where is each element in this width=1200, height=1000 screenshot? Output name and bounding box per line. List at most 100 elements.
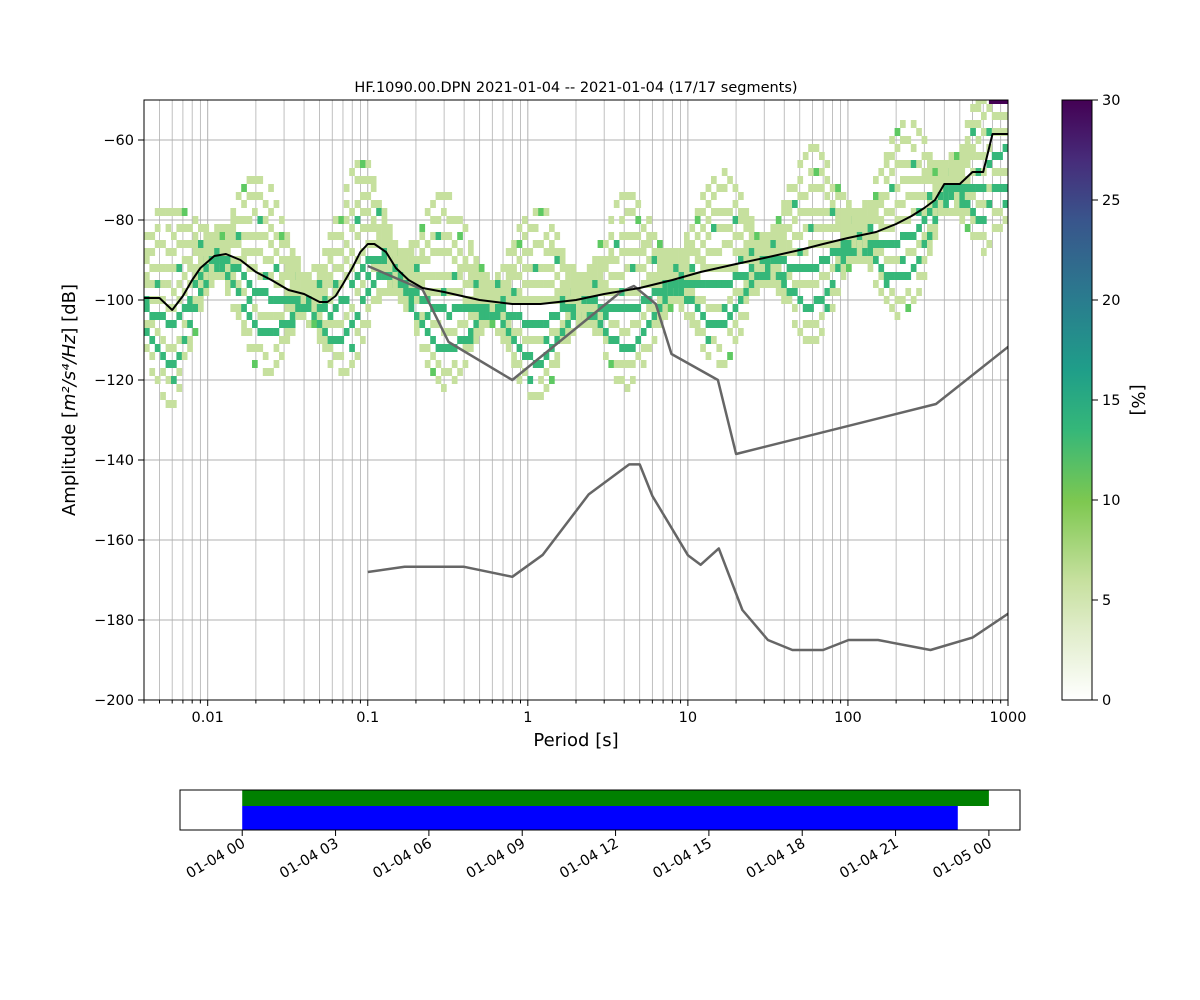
- histogram-cell: [651, 232, 658, 240]
- histogram-cell: [565, 328, 571, 336]
- histogram-cell: [268, 368, 274, 376]
- histogram-cell: [883, 240, 890, 248]
- histogram-cell: [495, 328, 501, 336]
- histogram-cell: [878, 264, 885, 272]
- histogram-cell: [894, 272, 901, 280]
- histogram-cell: [711, 208, 717, 216]
- histogram-cell: [322, 288, 328, 296]
- histogram-cell: [689, 288, 696, 296]
- histogram-cell: [640, 344, 647, 352]
- histogram-cell: [473, 304, 480, 312]
- histogram-cell: [613, 376, 620, 384]
- x-tick-label: 0.01: [192, 710, 224, 726]
- histogram-cell: [522, 264, 528, 272]
- histogram-cell: [673, 256, 679, 264]
- histogram-cell: [160, 264, 166, 272]
- histogram-cell: [252, 192, 258, 200]
- histogram-cell: [586, 280, 593, 288]
- histogram-cell: [781, 232, 787, 240]
- histogram-cell: [954, 168, 960, 176]
- histogram-cell: [770, 272, 777, 280]
- histogram-cell: [889, 304, 895, 312]
- histogram-cell: [797, 160, 804, 168]
- histogram-cell: [154, 264, 161, 272]
- histogram-cell: [959, 152, 966, 160]
- histogram-cell: [446, 368, 453, 376]
- y-axis-label: Amplitude [m²/s⁴/Hz] [dB]: [59, 284, 80, 516]
- histogram-cell: [144, 256, 150, 264]
- histogram-cell: [187, 256, 193, 264]
- histogram-cell: [381, 216, 388, 224]
- histogram-cell: [597, 288, 604, 296]
- histogram-cell: [684, 288, 690, 296]
- histogram-cell: [160, 240, 166, 248]
- histogram-cell: [203, 232, 210, 240]
- histogram-cell: [192, 296, 199, 304]
- histogram-cell: [597, 328, 604, 336]
- histogram-cell: [640, 296, 647, 304]
- histogram-cell: [279, 296, 285, 304]
- histogram-cell: [678, 288, 685, 296]
- histogram-cell: [694, 232, 701, 240]
- histogram-cell: [419, 224, 426, 232]
- histogram-cell: [873, 248, 879, 256]
- histogram-cell: [603, 240, 609, 248]
- histogram-cell: [543, 296, 550, 304]
- histogram-cell: [505, 344, 512, 352]
- histogram-cell: [662, 272, 669, 280]
- histogram-cell: [802, 248, 809, 256]
- histogram-cell: [414, 312, 420, 320]
- histogram-cell: [462, 264, 469, 272]
- histogram-cell: [883, 192, 890, 200]
- histogram-cell: [397, 288, 404, 296]
- histogram-cell: [198, 248, 204, 256]
- histogram-cell: [316, 296, 323, 304]
- histogram-cell: [246, 312, 253, 320]
- histogram-cell: [225, 280, 231, 288]
- histogram-cell: [937, 200, 944, 208]
- histogram-cell: [640, 248, 647, 256]
- histogram-cell: [851, 248, 858, 256]
- histogram-cell: [468, 264, 474, 272]
- histogram-cell: [230, 232, 237, 240]
- histogram-cell: [246, 280, 253, 288]
- histogram-cell: [230, 264, 237, 272]
- histogram-cell: [462, 344, 469, 352]
- histogram-cell: [198, 280, 204, 288]
- histogram-cell: [813, 168, 820, 176]
- histogram-cell: [797, 176, 804, 184]
- histogram-cell: [435, 344, 442, 352]
- histogram-cell: [187, 264, 193, 272]
- histogram-cell: [424, 328, 431, 336]
- histogram-cell: [846, 248, 852, 256]
- histogram-cell: [559, 264, 566, 272]
- histogram-cell: [397, 272, 404, 280]
- histogram-cell: [630, 232, 636, 240]
- histogram-cell: [894, 216, 901, 224]
- histogram-cell: [997, 128, 1003, 136]
- histogram-cell: [473, 312, 480, 320]
- histogram-cell: [684, 280, 690, 288]
- histogram-cell: [241, 200, 247, 208]
- histogram-cell: [927, 232, 933, 240]
- histogram-cell: [333, 264, 339, 272]
- histogram-cell: [284, 336, 291, 344]
- histogram-cell: [770, 232, 777, 240]
- histogram-cell: [252, 232, 258, 240]
- histogram-cell: [246, 296, 253, 304]
- histogram-cell: [516, 376, 523, 384]
- histogram-cell: [835, 288, 841, 296]
- histogram-cell: [457, 232, 463, 240]
- histogram-cell: [370, 184, 377, 192]
- histogram-cell: [268, 208, 274, 216]
- histogram-cell: [613, 240, 620, 248]
- colorbar-tick-label: 5: [1102, 593, 1111, 609]
- histogram-cell: [970, 120, 976, 128]
- histogram-cell: [435, 272, 442, 280]
- histogram-cell: [462, 336, 469, 344]
- histogram-cell: [219, 264, 226, 272]
- histogram-cell: [370, 256, 377, 264]
- histogram-cell: [694, 280, 701, 288]
- histogram-cell: [894, 144, 901, 152]
- histogram-cell: [316, 272, 323, 280]
